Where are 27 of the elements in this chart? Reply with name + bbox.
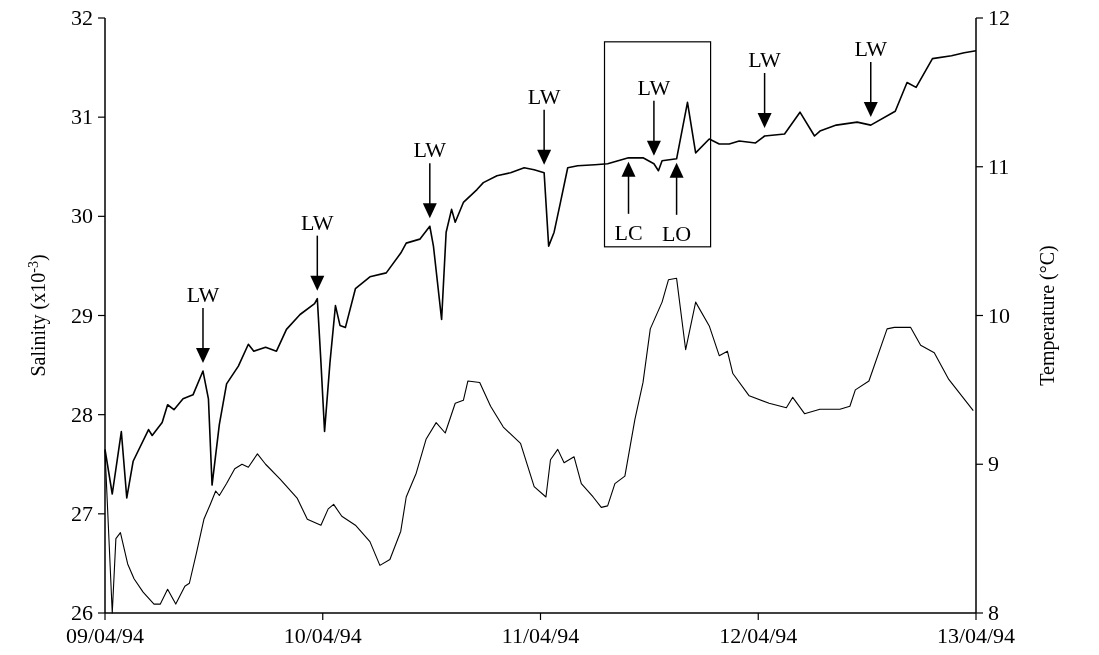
x-tick-label: 12/04/94 — [719, 623, 798, 648]
y2-tick-label: 12 — [988, 5, 1010, 30]
annotation: LW — [748, 47, 782, 73]
y2-axis-title: Temperature (°C) — [1036, 245, 1059, 386]
annotation: LO — [661, 220, 692, 246]
y-tick-label: 31 — [71, 104, 93, 130]
x-tick-label: 13/04/94 — [936, 623, 1016, 648]
annotation: LW — [527, 83, 561, 109]
y2-tick-label: 10 — [988, 302, 1010, 328]
y-tick-label: 29 — [71, 302, 93, 328]
y2-tick-label: 9 — [988, 451, 999, 477]
annotation: LW — [301, 209, 334, 235]
x-tick-label: 10/04/94 — [283, 623, 362, 648]
annotation: LW — [413, 137, 447, 163]
annotation: LC — [614, 219, 643, 245]
y-tick-label: 28 — [71, 401, 93, 427]
y-tick-label: 32 — [71, 5, 93, 30]
y2-tick-label: 8 — [988, 600, 999, 625]
y-tick-label: 27 — [71, 500, 93, 526]
y-tick-label: 26 — [71, 600, 93, 625]
y-tick-label: 30 — [71, 203, 93, 229]
x-tick-label: 11/04/94 — [501, 623, 580, 648]
x-tick-label: 09/04/94 — [65, 623, 145, 648]
annotation: LW — [854, 36, 888, 62]
annotation: LW — [186, 282, 220, 308]
annotation: LW — [637, 74, 671, 100]
y2-tick-label: 11 — [988, 153, 1010, 179]
